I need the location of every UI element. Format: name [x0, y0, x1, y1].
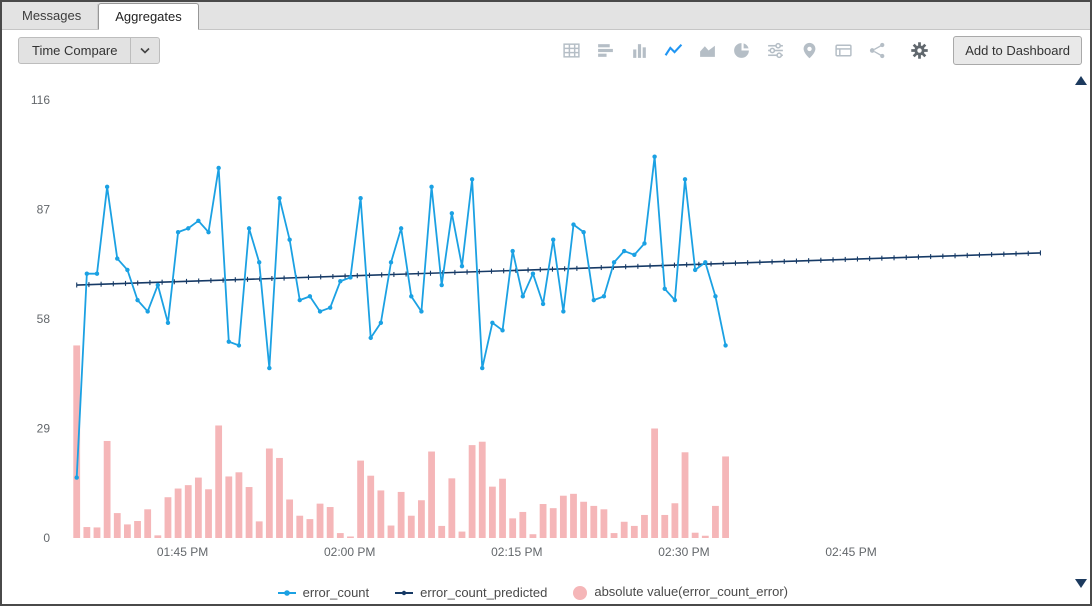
add-to-dashboard-button[interactable]: Add to Dashboard — [953, 35, 1082, 65]
time-compare-label: Time Compare — [32, 42, 118, 58]
area-chart-icon — [700, 45, 716, 57]
legend-label: error_count — [302, 585, 370, 600]
table-icon — [563, 42, 580, 58]
line-series-marker-icon — [395, 590, 414, 595]
svg-text:02:00 PM: 02:00 PM — [324, 545, 375, 559]
time-compare-button[interactable]: Time Compare — [18, 36, 161, 64]
svg-text:29: 29 — [37, 422, 51, 436]
legend-label: error_count_predicted — [420, 585, 548, 600]
tab-bar: Messages Aggregates — [2, 2, 1090, 30]
link-graph-icon — [870, 42, 885, 58]
line-chart-button[interactable] — [663, 40, 684, 61]
circle-series-marker-icon — [573, 585, 588, 600]
vertical-scrollbar[interactable] — [1072, 70, 1090, 604]
legend-item-error-count-error[interactable]: absolute value(error_count_error) — [573, 584, 790, 600]
area-chart-button[interactable] — [697, 40, 718, 61]
tab-messages[interactable]: Messages — [6, 4, 99, 29]
settings-button[interactable] — [909, 40, 930, 61]
aggregates-chart: 116 87 58 29 0 01:45 PM 02:00 PM 02:15 PM 02:30 … — [31, 93, 1041, 559]
chart-legend: error_count error_count_predicted absolu… — [2, 584, 1066, 600]
bar-chart-horizontal-icon — [598, 43, 614, 57]
svg-text:0: 0 — [43, 531, 50, 545]
legend-label: absolute value(error_count_error) — [594, 584, 788, 600]
svg-text:02:30 PM: 02:30 PM — [658, 545, 709, 559]
pie-chart-icon — [734, 42, 750, 58]
svg-text:01:45 PM: 01:45 PM — [157, 545, 208, 559]
events-table-button[interactable] — [833, 40, 854, 61]
sliders-button[interactable] — [765, 40, 786, 61]
scroll-down-arrow-icon[interactable] — [1075, 579, 1087, 588]
chevron-down-icon — [140, 47, 151, 54]
map-pin-icon — [803, 42, 816, 58]
link-graph-button[interactable] — [867, 40, 888, 61]
events-table-icon — [835, 43, 852, 57]
legend-item-error-count[interactable]: error_count — [277, 585, 370, 600]
gear-icon — [911, 41, 928, 59]
svg-text:58: 58 — [37, 312, 51, 326]
table-chart-button[interactable] — [561, 40, 582, 61]
bar-chart-vertical-button[interactable] — [629, 40, 650, 61]
svg-text:02:45 PM: 02:45 PM — [825, 545, 876, 559]
pie-chart-button[interactable] — [731, 40, 752, 61]
map-pin-button[interactable] — [799, 40, 820, 61]
legend-item-error-count-predicted[interactable]: error_count_predicted — [395, 585, 547, 600]
bar-chart-vertical-icon — [633, 43, 647, 58]
time-compare-dropdown[interactable] — [130, 37, 159, 63]
svg-text:87: 87 — [37, 203, 51, 217]
svg-text:02:15 PM: 02:15 PM — [491, 545, 542, 559]
sliders-icon — [768, 42, 784, 58]
scroll-up-arrow-icon[interactable] — [1075, 76, 1087, 85]
bar-chart-horizontal-button[interactable] — [595, 40, 616, 61]
chart-area: 116 87 58 29 0 01:45 PM 02:00 PM 02:15 PM 02:30 … — [2, 70, 1090, 604]
toolbar: Time Compare — [2, 30, 1090, 70]
tab-aggregates[interactable]: Aggregates — [98, 3, 199, 30]
svg-text:116: 116 — [31, 93, 50, 107]
chart-type-toolbar: Add to Dashboard — [561, 35, 1082, 65]
line-chart-icon — [664, 43, 683, 56]
line-series-marker-icon — [277, 589, 296, 596]
